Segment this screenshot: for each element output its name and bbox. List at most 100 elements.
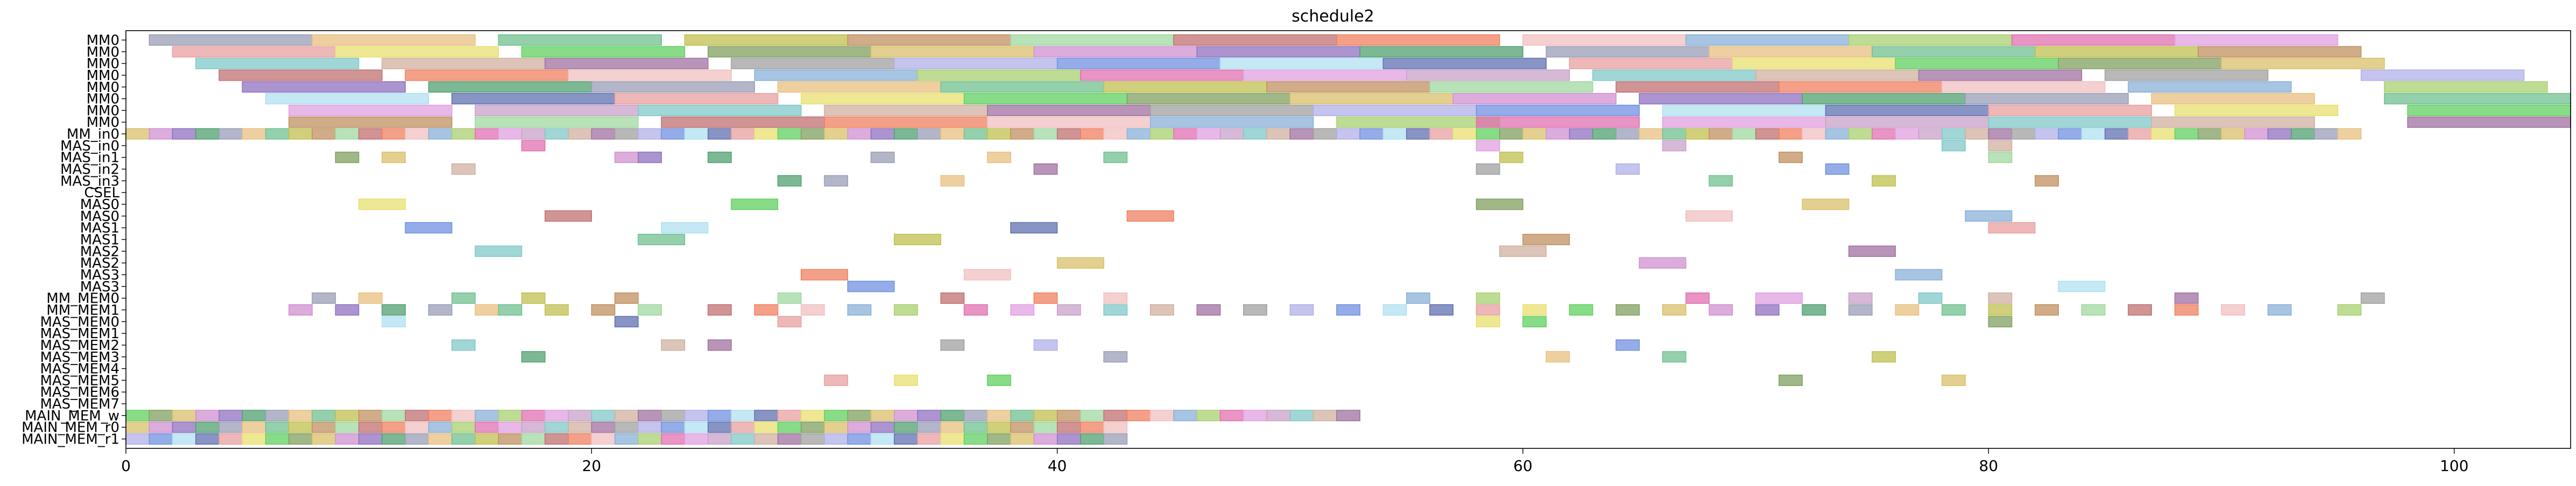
gantt-bar: [451, 433, 476, 445]
gantt-bar: [125, 433, 150, 445]
gantt-bar: [1080, 421, 1104, 433]
gantt-bar: [335, 410, 359, 421]
gantt-bar: [940, 410, 965, 421]
gantt-bar: [2058, 58, 2222, 69]
gantt-bar: [1569, 304, 1593, 316]
gantt-bar: [731, 58, 895, 69]
gantt-bar: [405, 69, 569, 81]
gantt-bar: [218, 410, 243, 421]
gantt-bar: [1359, 128, 1384, 140]
gantt-bar: [568, 421, 592, 433]
gantt-bar: [498, 433, 523, 445]
gantt-bar: [591, 304, 616, 316]
gantt-bar: [1662, 104, 1826, 116]
gantt-bar: [1848, 292, 1873, 304]
gantt-bar: [1709, 175, 1733, 187]
gantt-bar: [661, 128, 686, 140]
gantt-bar: [591, 128, 616, 140]
gantt-bar: [591, 410, 616, 421]
gantt-bar: [2035, 175, 2059, 187]
gantt-bar: [1149, 304, 1174, 316]
gantt-bar: [777, 316, 802, 327]
gantt-bar: [2174, 292, 2199, 304]
gantt-bar: [405, 421, 429, 433]
gantt-bar: [1662, 140, 1686, 152]
gantt-bar: [2104, 128, 2129, 140]
y-tick-label: MM_MEM0: [46, 291, 119, 307]
gantt-bar: [1033, 339, 1058, 351]
gantt-bar: [1196, 46, 1360, 58]
gantt-bar: [707, 339, 732, 351]
gantt-bar: [521, 292, 546, 304]
gantt-bar: [1033, 163, 1058, 175]
gantt-bar: [218, 433, 243, 445]
gantt-bar: [1685, 34, 1850, 46]
gantt-bar: [2337, 304, 2362, 316]
gantt-bar: [614, 421, 639, 433]
gantt-bar: [1196, 128, 1221, 140]
bars-layer: [125, 34, 2571, 445]
gantt-bar: [1662, 304, 1686, 316]
gantt-bar: [242, 128, 266, 140]
gantt-bar: [777, 421, 802, 433]
gantt-bar: [824, 421, 849, 433]
gantt-bar: [707, 128, 732, 140]
gantt-bar: [1219, 410, 1244, 421]
y-tick-label: MM0: [87, 68, 119, 84]
gantt-bar: [1476, 316, 1500, 327]
gantt-bar: [1103, 292, 1128, 304]
gantt-bar: [125, 128, 150, 140]
gantt-bar: [707, 304, 732, 316]
gantt-bar: [1126, 410, 1151, 421]
gantt-bar: [1685, 128, 1710, 140]
gantt-bar: [2267, 128, 2292, 140]
gantt-bar: [358, 128, 383, 140]
gantt-bar: [1173, 128, 1198, 140]
x-tick-label: 0: [121, 457, 131, 475]
gantt-bar: [312, 34, 476, 46]
gantt-bar: [894, 128, 918, 140]
gantt-bar: [1755, 304, 1780, 316]
gantt-bar: [2244, 128, 2269, 140]
gantt-bar: [405, 433, 429, 445]
gantt-bar: [1010, 433, 1035, 445]
gantt-bar: [545, 421, 569, 433]
gantt-bar: [2151, 116, 2315, 128]
gantt-bar: [1336, 128, 1360, 140]
gantt-bar: [1988, 316, 2013, 327]
gantt-bar: [707, 421, 732, 433]
y-tick-label: MAS_MEM1: [40, 326, 119, 342]
gantt-bar: [1802, 93, 1966, 105]
gantt-bar: [1918, 69, 2083, 81]
gantt-bar: [1825, 163, 1850, 175]
gantt-bar: [265, 128, 290, 140]
gantt-bar: [1662, 128, 1686, 140]
y-tick-label: MAS_MEM5: [40, 373, 119, 389]
gantt-bar: [638, 433, 662, 445]
gantt-bar: [1080, 69, 1244, 81]
gantt-bar: [1056, 58, 1221, 69]
gantt-bar: [824, 433, 849, 445]
gantt-bar: [2151, 128, 2176, 140]
gantt-bar: [1615, 163, 1640, 175]
gantt-bar: [614, 152, 639, 163]
gantt-bar: [987, 116, 1151, 128]
gantt-bar: [2337, 128, 2362, 140]
gantt-bar: [940, 433, 965, 445]
gantt-bar: [288, 421, 313, 433]
gantt-bar: [894, 374, 918, 386]
gantt-bar: [870, 433, 895, 445]
chart-title: schedule2: [1291, 7, 1374, 26]
gantt-bar: [475, 245, 523, 257]
x-axis: 0 20 40 60 80 100: [121, 448, 2468, 475]
gantt-bar: [2011, 128, 2036, 140]
gantt-bar: [754, 304, 779, 316]
gantt-bar: [475, 410, 499, 421]
gantt-bar: [987, 433, 1011, 445]
gantt-bar: [2128, 128, 2152, 140]
gantt-bar: [1126, 210, 1174, 222]
gantt-bar: [731, 410, 755, 421]
gantt-bar: [1056, 421, 1081, 433]
gantt-bar: [1126, 128, 1151, 140]
gantt-bar: [382, 152, 406, 163]
